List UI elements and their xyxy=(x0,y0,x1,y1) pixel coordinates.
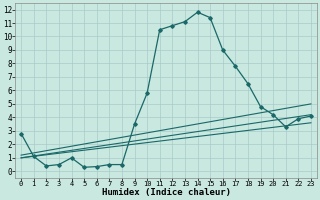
X-axis label: Humidex (Indice chaleur): Humidex (Indice chaleur) xyxy=(101,188,230,197)
